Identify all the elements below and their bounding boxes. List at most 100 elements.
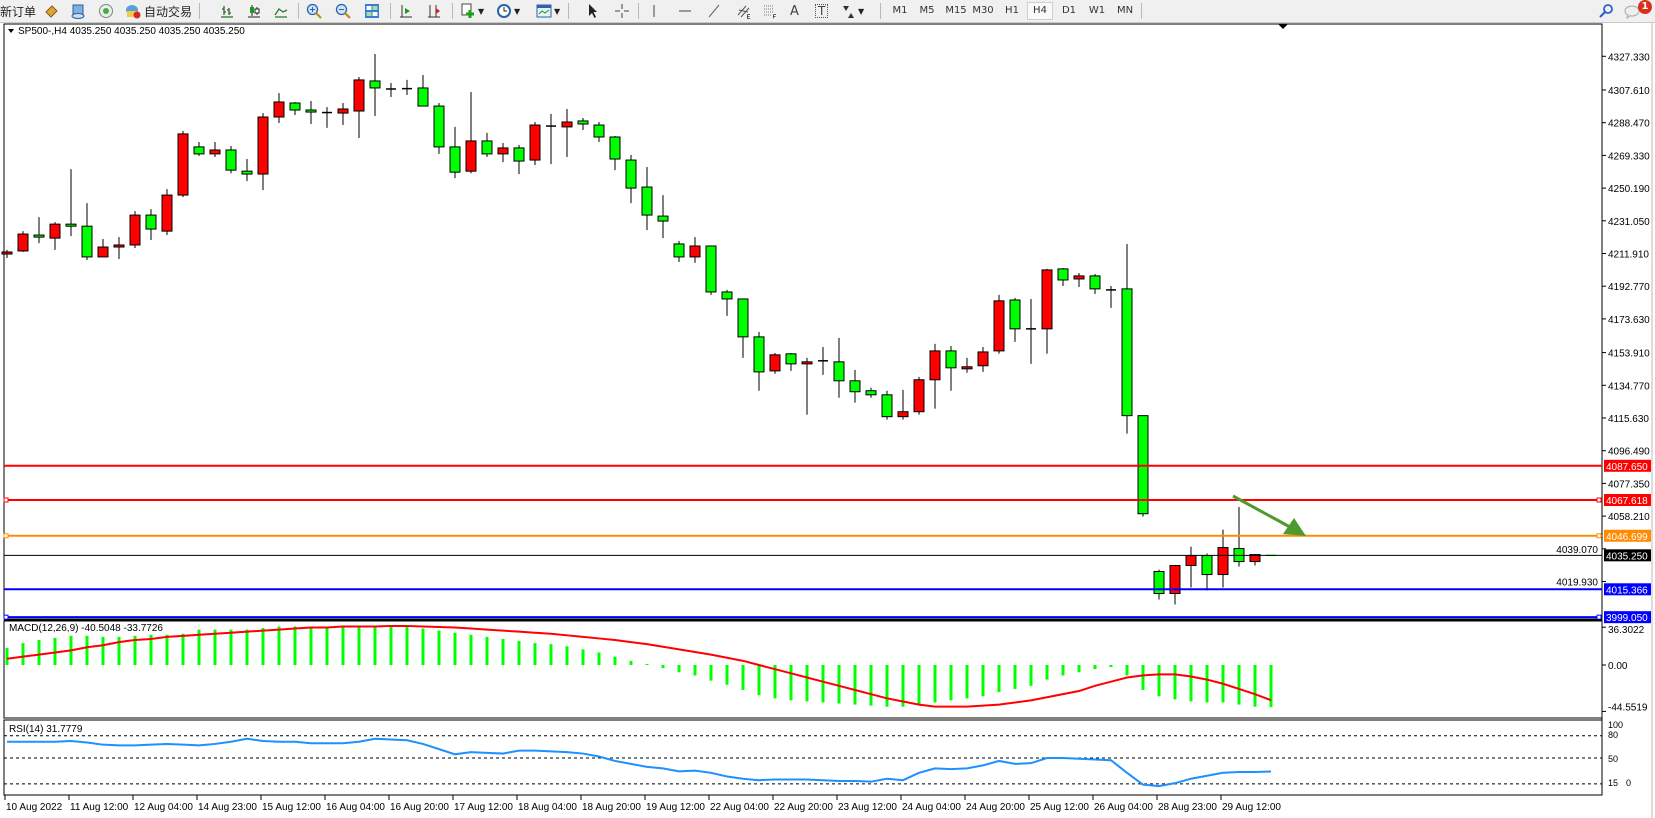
chart-shift-button[interactable]	[426, 2, 442, 20]
candle-body	[1185, 555, 1197, 566]
chat-button[interactable]	[1624, 2, 1640, 20]
search-button[interactable]	[1598, 2, 1614, 20]
notification-badge[interactable]: 1	[1638, 0, 1652, 14]
timeframe-h4-button[interactable]: H4	[1027, 2, 1053, 20]
timeframe-m15-button[interactable]: M15	[945, 5, 967, 16]
line-handle[interactable]	[3, 497, 9, 503]
price-tick-label: 4211.910	[1608, 249, 1649, 260]
timeframe-w1-button[interactable]: W1	[1088, 5, 1106, 16]
auto-scroll-button[interactable]	[398, 2, 414, 20]
candle-body	[769, 354, 781, 372]
timeframe-h1-button[interactable]: H1	[1005, 5, 1019, 16]
price-tick-label: 4269.330	[1608, 151, 1650, 162]
macd-histogram-bar	[389, 626, 393, 665]
new-order-button[interactable]: 新订单	[0, 2, 36, 20]
equidistant-channel-button[interactable]	[736, 2, 752, 20]
zoom-out-button[interactable]	[335, 2, 351, 20]
line-chart-button[interactable]	[273, 2, 289, 20]
cursor-button[interactable]	[585, 2, 601, 20]
rsi-axis-label: 80	[1608, 730, 1618, 740]
macd-histogram-bar	[453, 632, 457, 665]
macd-histogram-bar	[757, 665, 761, 696]
candle	[417, 74, 429, 107]
tile-windows-button[interactable]	[364, 2, 380, 20]
candle	[689, 237, 701, 263]
macd-histogram-bar	[309, 626, 313, 665]
time-label: 18 Aug 04:00	[518, 802, 577, 813]
candlestick-button[interactable]	[246, 2, 262, 20]
trendline-icon	[708, 4, 720, 18]
market-watch-button[interactable]	[43, 2, 59, 20]
data-window-button[interactable]	[70, 2, 86, 20]
candle-body	[433, 105, 445, 148]
crosshair-button[interactable]	[614, 2, 630, 20]
timeframe-mn-button[interactable]: MN	[1116, 5, 1134, 16]
macd-histogram-bar	[85, 635, 89, 665]
macd-histogram-bar	[21, 643, 25, 665]
candle	[17, 231, 29, 252]
candle-body	[49, 223, 61, 239]
time-label: 26 Aug 04:00	[1094, 802, 1153, 813]
auto-trading-button[interactable]: 自动交易	[125, 2, 192, 20]
text-icon: A	[790, 3, 799, 19]
horizontal-line-button[interactable]	[677, 2, 693, 20]
equidistant-channel-icon	[737, 5, 750, 19]
timeframe-m30-button[interactable]: M30	[972, 5, 994, 16]
candle-body	[1, 251, 13, 255]
indicators-button[interactable]: ▼	[460, 2, 484, 20]
timeframe-m5-button[interactable]: M5	[919, 5, 935, 16]
macd-histogram-bar	[1173, 665, 1177, 700]
candle	[353, 77, 365, 139]
zoom-in-button[interactable]	[306, 2, 322, 20]
candle	[65, 169, 77, 237]
horizontal-line-icon	[679, 10, 691, 12]
text-button[interactable]: A	[790, 2, 799, 20]
candle-body	[865, 390, 877, 396]
text-label-icon: T	[815, 4, 829, 18]
line-handle[interactable]	[1596, 614, 1602, 620]
vertical-line-button[interactable]	[646, 2, 662, 20]
candle-body	[833, 361, 845, 382]
main-chart-panel	[3, 23, 1603, 620]
candle-body	[225, 149, 237, 171]
candle	[305, 100, 317, 125]
dropdown-triangle-icon[interactable]	[8, 29, 14, 33]
timeframe-m1-button[interactable]: M1	[892, 5, 908, 16]
candle-body	[673, 243, 685, 258]
timeframe-d1-button[interactable]: D1	[1061, 5, 1077, 16]
auto-trading-icon	[126, 5, 141, 19]
text-label-button[interactable]: T	[815, 2, 829, 20]
arrows-button[interactable]: ▼	[840, 2, 864, 20]
line-handle[interactable]	[1596, 497, 1602, 503]
candle-body	[241, 170, 253, 175]
candle-body	[353, 79, 365, 112]
price-tick-label: 4096.490	[1608, 447, 1650, 458]
templates-button[interactable]: ▼	[536, 2, 560, 20]
crosshair-icon	[615, 4, 629, 18]
candle-body	[1169, 564, 1181, 595]
line-handle[interactable]	[1596, 533, 1602, 539]
macd-histogram-bar	[565, 646, 569, 665]
fibonacci-button[interactable]	[762, 2, 778, 20]
candle	[497, 142, 509, 163]
macd-histogram-bar	[1157, 665, 1161, 697]
candle-body	[609, 136, 621, 160]
trendline-button[interactable]	[706, 2, 722, 20]
line-handle[interactable]	[3, 614, 9, 620]
navigator-button[interactable]	[98, 2, 114, 20]
price-tick-label: 4153.910	[1608, 349, 1650, 360]
time-label: 24 Aug 04:00	[902, 802, 961, 813]
macd-histogram-bar	[789, 665, 793, 701]
macd-histogram-bar	[165, 634, 169, 665]
candle-body	[161, 194, 173, 232]
macd-axis-label: 0.00	[1608, 661, 1628, 672]
periods-button[interactable]: ▼	[496, 2, 520, 20]
candle-body	[1201, 555, 1213, 576]
candle-body	[1153, 570, 1165, 595]
price-tick-label: 4134.770	[1608, 381, 1650, 392]
candle-body	[961, 366, 973, 370]
candle-body	[1137, 415, 1149, 515]
bar-chart-button[interactable]	[219, 2, 235, 20]
line-handle[interactable]	[3, 533, 9, 539]
